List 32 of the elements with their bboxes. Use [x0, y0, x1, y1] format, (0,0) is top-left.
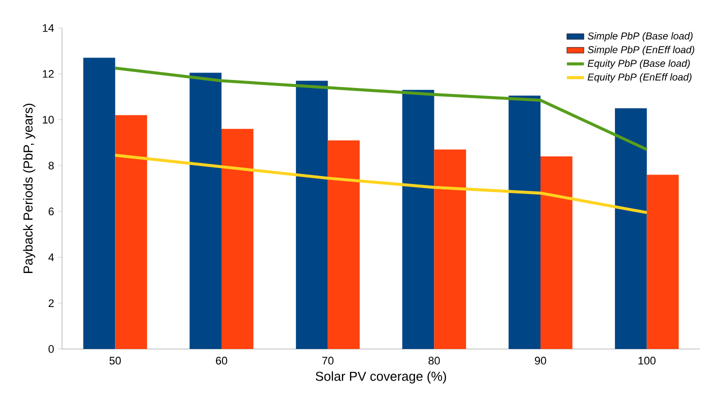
- bar: [328, 140, 360, 349]
- legend-label: Equity PbP (EnEff load): [588, 73, 692, 83]
- bar: [614, 108, 647, 349]
- legend-label: Equity PbP (Base load): [588, 60, 690, 69]
- x-tick-label: 80: [428, 356, 440, 365]
- x-tick-label: 70: [322, 356, 334, 365]
- y-tick-label: 2: [48, 299, 54, 307]
- y-tick-label: 6: [48, 208, 54, 216]
- y-tick-label: 12: [42, 70, 54, 78]
- y-tick-label: 8: [48, 162, 54, 170]
- y-axis-title: Payback Periods (PbP, years): [23, 104, 36, 273]
- bar: [508, 96, 540, 349]
- x-tick-label: 100: [638, 356, 656, 365]
- bar: [434, 150, 466, 349]
- y-tick-label: 4: [48, 254, 54, 262]
- y-tick-label: 10: [42, 116, 54, 124]
- legend-label: Simple PbP (EnEff load): [588, 46, 694, 56]
- y-tick-label: 14: [42, 24, 54, 32]
- legend-label: Simple PbP (Base load): [588, 32, 693, 42]
- bar: [540, 156, 572, 349]
- bar: [296, 80, 328, 349]
- bar: [83, 58, 116, 349]
- x-axis-title: Solar PV coverage (%): [316, 371, 446, 384]
- x-tick-label: 60: [216, 356, 228, 365]
- bar: [646, 174, 679, 349]
- x-tick-label: 90: [534, 356, 546, 365]
- bar: [190, 72, 222, 349]
- bar: [115, 115, 148, 349]
- bar: [222, 128, 254, 349]
- y-tick-label: 0: [48, 345, 54, 353]
- bar: [402, 90, 434, 349]
- x-tick-label: 50: [110, 356, 121, 365]
